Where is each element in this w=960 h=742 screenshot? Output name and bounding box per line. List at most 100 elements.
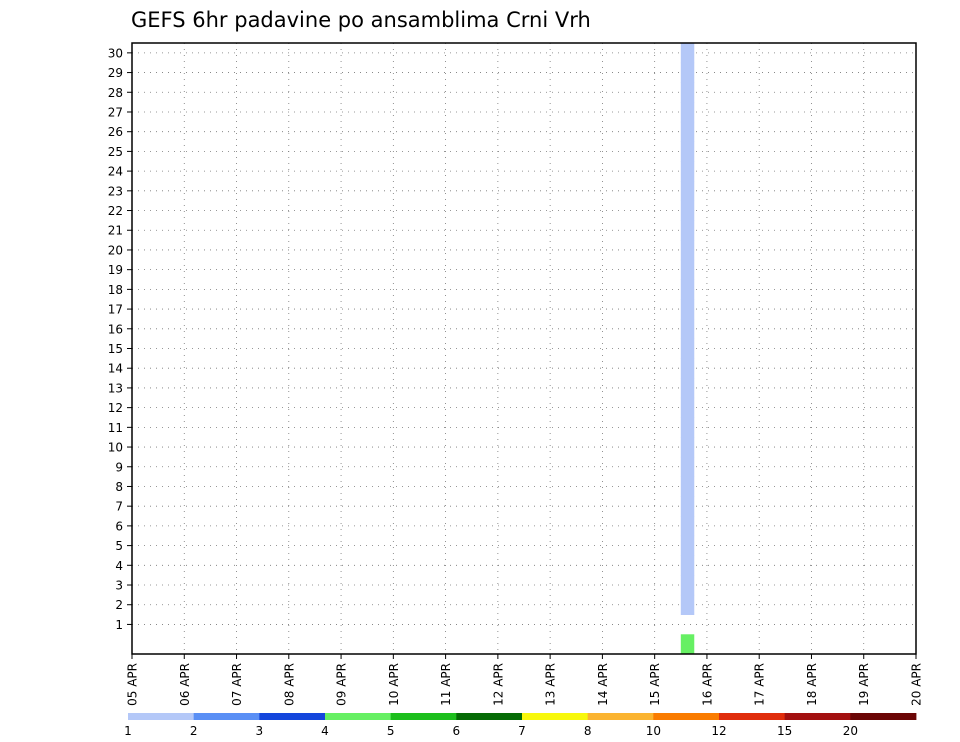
x-tick-label: 17 APR bbox=[753, 663, 767, 706]
x-tick-label: 05 APR bbox=[126, 663, 140, 706]
legend-swatch bbox=[325, 713, 392, 720]
legend-label: 1 bbox=[124, 724, 132, 738]
heatmap-cell bbox=[680, 555, 695, 576]
y-tick-label: 1 bbox=[115, 618, 123, 632]
legend-label: 6 bbox=[453, 724, 461, 738]
heatmap-cell bbox=[680, 496, 695, 517]
x-tick-label: 08 APR bbox=[282, 663, 296, 706]
y-tick-label: 21 bbox=[108, 224, 123, 238]
heatmap-cell bbox=[680, 121, 695, 142]
legend-label: 8 bbox=[584, 724, 592, 738]
legend-label: 5 bbox=[387, 724, 395, 738]
y-tick-label: 27 bbox=[108, 105, 123, 119]
chart-title: GEFS 6hr padavine po ansamblima Crni Vrh bbox=[131, 8, 591, 32]
x-tick-label: 20 APR bbox=[910, 663, 924, 706]
x-axis: 05 APR 06 APR 07 APR 08 APR 09 APR 10 APR 11 A… bbox=[126, 654, 924, 706]
y-tick-label: 2 bbox=[115, 598, 123, 612]
legend-label: 4 bbox=[321, 724, 329, 738]
legend-swatch bbox=[193, 713, 260, 720]
y-tick-label: 29 bbox=[108, 66, 123, 80]
heatmap-cell bbox=[680, 62, 695, 83]
y-tick-label: 10 bbox=[108, 441, 123, 455]
x-tick-label: 13 APR bbox=[544, 663, 558, 706]
y-tick-label: 25 bbox=[108, 145, 123, 159]
color-legend: 1 2 3 4 5 6 7 8 10 12 15 20 bbox=[124, 713, 917, 738]
heatmap-cell bbox=[680, 102, 695, 123]
y-tick-label: 7 bbox=[115, 500, 123, 514]
y-tick-label: 11 bbox=[108, 421, 123, 435]
y-tick-label: 18 bbox=[108, 283, 123, 297]
heatmap-cell bbox=[680, 358, 695, 379]
heatmap-cell bbox=[680, 279, 695, 300]
x-tick-label: 06 APR bbox=[178, 663, 192, 706]
heatmap-cell bbox=[680, 180, 695, 202]
y-tick-label: 16 bbox=[108, 322, 123, 336]
heatmap-cell bbox=[680, 318, 695, 340]
y-tick-label: 13 bbox=[108, 381, 123, 395]
y-tick-label: 3 bbox=[115, 579, 123, 593]
heatmap-cell bbox=[680, 220, 695, 241]
y-tick-label: 14 bbox=[108, 362, 123, 376]
legend-label: 20 bbox=[843, 724, 858, 738]
legend-swatch bbox=[784, 713, 851, 720]
y-tick-label: 5 bbox=[115, 539, 123, 553]
legend-swatch bbox=[587, 713, 654, 720]
x-tick-label: 07 APR bbox=[230, 663, 244, 706]
heatmap-cell bbox=[680, 634, 695, 655]
heatmap-cell bbox=[680, 397, 695, 418]
heatmap-cell bbox=[680, 240, 695, 261]
heatmap-cell bbox=[680, 259, 695, 280]
y-tick-label: 8 bbox=[115, 480, 123, 494]
legend-label: 12 bbox=[711, 724, 726, 738]
legend-swatch bbox=[522, 713, 589, 720]
legend-swatch bbox=[719, 713, 786, 720]
x-tick-label: 09 APR bbox=[335, 663, 349, 706]
legend-swatch bbox=[850, 713, 917, 720]
heatmap-cell bbox=[680, 594, 695, 615]
heatmap-cell bbox=[680, 417, 695, 438]
heatmap-cell bbox=[680, 575, 695, 596]
y-tick-label: 28 bbox=[108, 86, 123, 100]
heatmap-cell bbox=[680, 338, 695, 359]
heatmap-cell bbox=[680, 437, 695, 458]
y-tick-label: 6 bbox=[115, 519, 123, 533]
y-tick-label: 24 bbox=[108, 165, 123, 179]
legend-label: 7 bbox=[518, 724, 526, 738]
heatmap-cell bbox=[680, 161, 695, 182]
heatmap-cell bbox=[680, 378, 695, 399]
heatmap-cell bbox=[680, 43, 695, 64]
heatmap-cell bbox=[680, 141, 695, 162]
x-tick-label: 11 APR bbox=[439, 663, 453, 706]
heatmap-cell bbox=[680, 299, 695, 320]
y-tick-label: 20 bbox=[108, 243, 123, 257]
x-tick-label: 12 APR bbox=[491, 663, 505, 706]
legend-label: 3 bbox=[256, 724, 264, 738]
heatmap-cell bbox=[680, 476, 695, 497]
y-tick-label: 9 bbox=[115, 460, 123, 474]
y-tick-label: 26 bbox=[108, 125, 123, 139]
heatmap-cell bbox=[680, 82, 695, 103]
y-axis: 1234567891011121314151617181920212223242… bbox=[108, 46, 132, 632]
chart-grid bbox=[132, 43, 916, 654]
x-tick-label: 16 APR bbox=[700, 663, 714, 706]
x-tick-label: 18 APR bbox=[805, 663, 819, 706]
y-tick-label: 12 bbox=[108, 401, 123, 415]
legend-label: 10 bbox=[646, 724, 661, 738]
data-cells bbox=[680, 43, 695, 655]
legend-swatch bbox=[653, 713, 720, 720]
x-tick-label: 19 APR bbox=[857, 663, 871, 706]
legend-swatch bbox=[456, 713, 523, 720]
legend-swatch bbox=[259, 713, 326, 720]
y-tick-label: 22 bbox=[108, 204, 123, 218]
heatmap-cell bbox=[680, 535, 695, 556]
heatmap-cell bbox=[680, 456, 695, 478]
legend-label: 2 bbox=[190, 724, 198, 738]
y-tick-label: 30 bbox=[108, 46, 123, 60]
x-tick-label: 15 APR bbox=[648, 663, 662, 706]
x-tick-label: 14 APR bbox=[596, 663, 610, 706]
legend-swatch bbox=[390, 713, 457, 720]
y-tick-label: 15 bbox=[108, 342, 123, 356]
legend-label: 15 bbox=[777, 724, 792, 738]
heatmap-cell bbox=[680, 200, 695, 221]
